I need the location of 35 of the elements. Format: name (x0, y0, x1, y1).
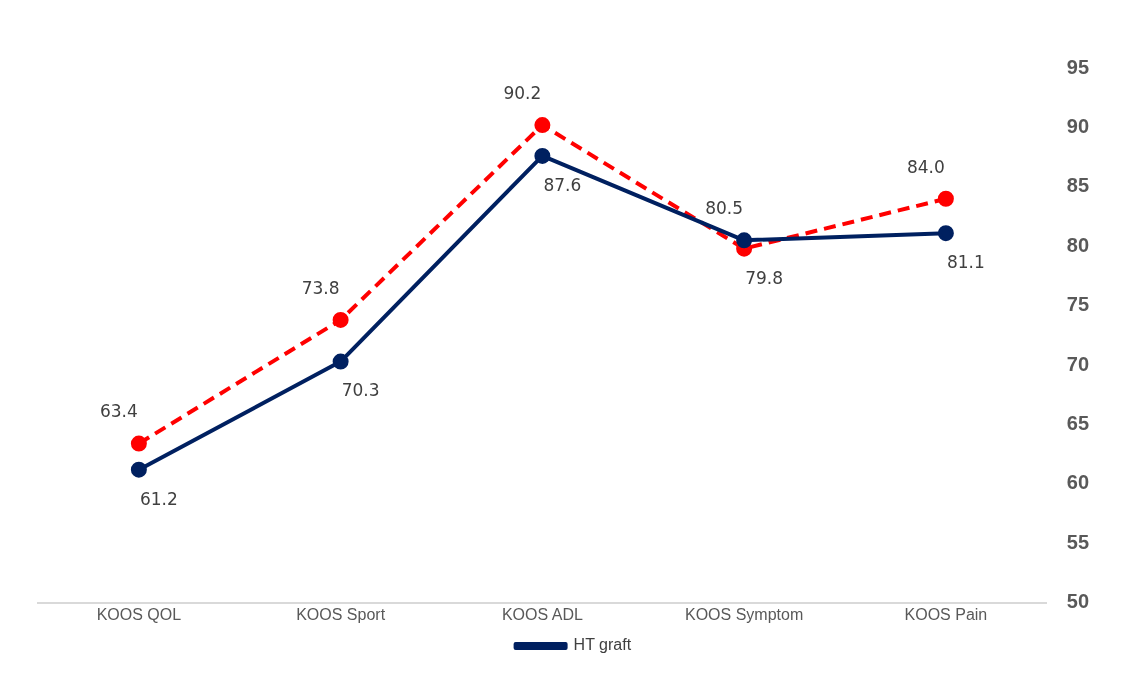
y-tick-label: 80 (1066, 233, 1089, 256)
x-tick-label: KOOS QOL (96, 605, 182, 623)
x-tick-label: KOOS ADL (501, 605, 583, 623)
y-tick-label: 85 (1066, 174, 1089, 197)
x-tick-label: KOOS Symptom (685, 605, 804, 623)
x-tick-label: KOOS Pain (904, 605, 988, 623)
y-tick-label: 50 (1066, 590, 1089, 613)
point (130, 435, 147, 452)
data-label: 90.2 (503, 82, 542, 103)
data-label: 79.8 (745, 267, 784, 288)
y-tick-label: 70 (1066, 352, 1089, 375)
data-label: 84.0 (906, 156, 945, 177)
data-label: 80.5 (705, 198, 744, 219)
point (937, 225, 954, 242)
y-tick-label: 95 (1066, 55, 1089, 78)
data-label: 61.2 (139, 488, 178, 509)
data-label: 63.4 (99, 401, 138, 422)
data-label: 73.8 (301, 277, 340, 298)
point (736, 232, 753, 249)
y-tick-label: 90 (1066, 114, 1089, 137)
x-tick-label: KOOS Sport (296, 605, 386, 623)
point (130, 461, 147, 478)
point (534, 147, 551, 164)
data-label: 81.1 (946, 252, 985, 273)
y-tick-label: 75 (1066, 293, 1089, 316)
point (937, 190, 954, 207)
y-tick-label: 65 (1066, 412, 1089, 435)
point (534, 117, 551, 134)
point (332, 311, 349, 328)
data-label: 87.6 (543, 174, 582, 195)
y-tick-label: 60 (1066, 471, 1089, 494)
point (332, 353, 349, 370)
y-tick-label: 55 (1066, 530, 1089, 553)
data-label: 70.3 (341, 380, 380, 401)
legend-label: HT graft (573, 636, 632, 654)
